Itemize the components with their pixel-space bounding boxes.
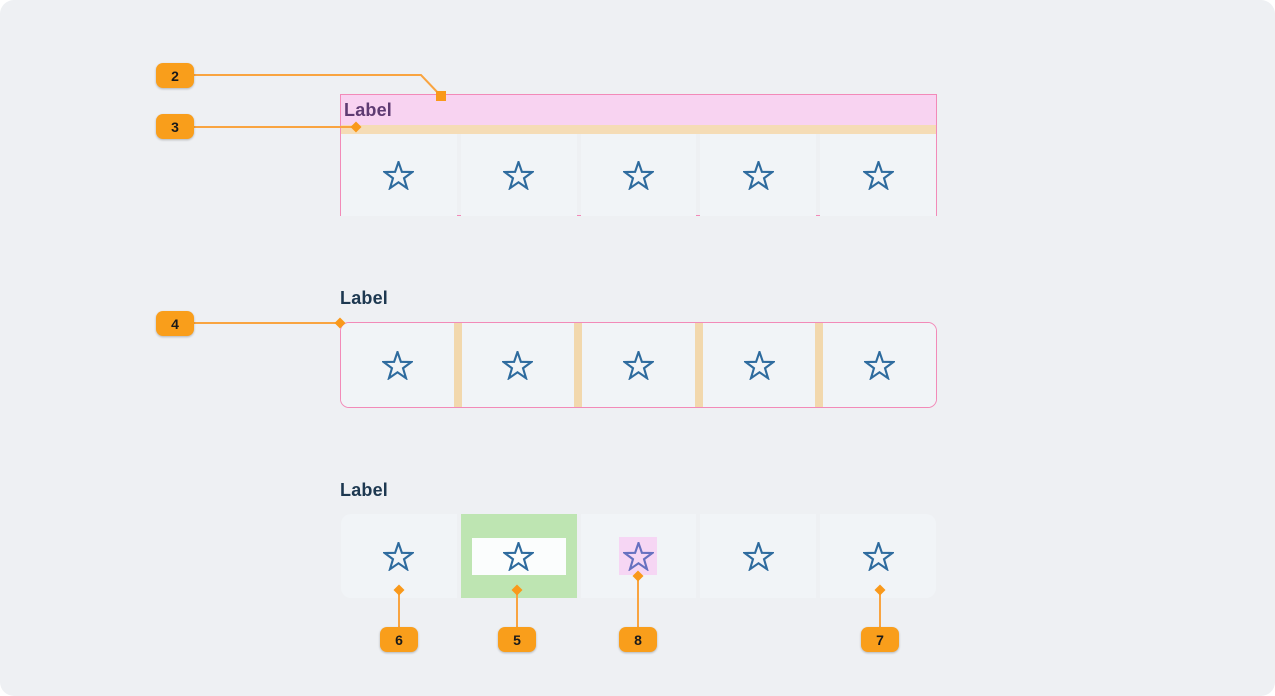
star-cell[interactable] (700, 514, 817, 598)
star-cell[interactable] (582, 323, 695, 407)
star-cell[interactable] (461, 323, 575, 407)
callout-badge-6: 6 (380, 627, 418, 652)
callout-badge-5: 5 (498, 627, 536, 652)
star-cell[interactable] (823, 323, 936, 407)
star-icon (383, 160, 415, 190)
gap-highlight-overlay (341, 125, 936, 134)
star-cell[interactable] (820, 514, 936, 598)
star-cell[interactable] (341, 514, 457, 598)
star-cell[interactable] (341, 134, 457, 216)
star-icon (862, 160, 894, 190)
callout-badge-4: 4 (156, 311, 194, 336)
star-icon (381, 350, 413, 380)
callout-badge-2: 2 (156, 63, 194, 88)
rating-label: Label (340, 288, 389, 308)
star-cell[interactable] (702, 323, 816, 407)
cell-separator (574, 323, 583, 407)
star-icon (622, 350, 654, 380)
label-highlight-overlay: Label (341, 95, 936, 125)
star-icon (502, 350, 534, 380)
rating-component-label-anatomy: Label (340, 94, 937, 216)
rating-label: Label (344, 99, 393, 120)
star-icon (742, 160, 774, 190)
cell-separator (815, 323, 824, 407)
rating-container (340, 322, 937, 408)
star-cell-selected[interactable] (460, 514, 577, 598)
star-icon (622, 541, 654, 571)
star-cell[interactable] (341, 323, 454, 407)
star-icon (743, 350, 775, 380)
star-row (341, 134, 936, 216)
star-highlight-overlay (619, 537, 658, 575)
star-icon (742, 541, 774, 571)
star-icon (383, 541, 415, 571)
rating-label: Label (340, 480, 389, 500)
star-cell[interactable] (700, 134, 817, 216)
star-cell[interactable] (580, 134, 697, 216)
callout-badge-7: 7 (861, 627, 899, 652)
callout-badge-8: 8 (619, 627, 657, 652)
star-icon (864, 350, 896, 380)
star-cell-highlighted[interactable] (580, 514, 697, 598)
cell-separator (453, 323, 462, 407)
cell-separator (694, 323, 703, 407)
star-icon (503, 160, 535, 190)
star-row-states (341, 514, 936, 598)
star-icon (622, 160, 654, 190)
star-icon (862, 541, 894, 571)
callout-badge-3: 3 (156, 114, 194, 139)
selected-inner-box (471, 537, 566, 575)
star-cell[interactable] (820, 134, 936, 216)
star-icon (503, 541, 535, 571)
star-cell[interactable] (460, 134, 577, 216)
